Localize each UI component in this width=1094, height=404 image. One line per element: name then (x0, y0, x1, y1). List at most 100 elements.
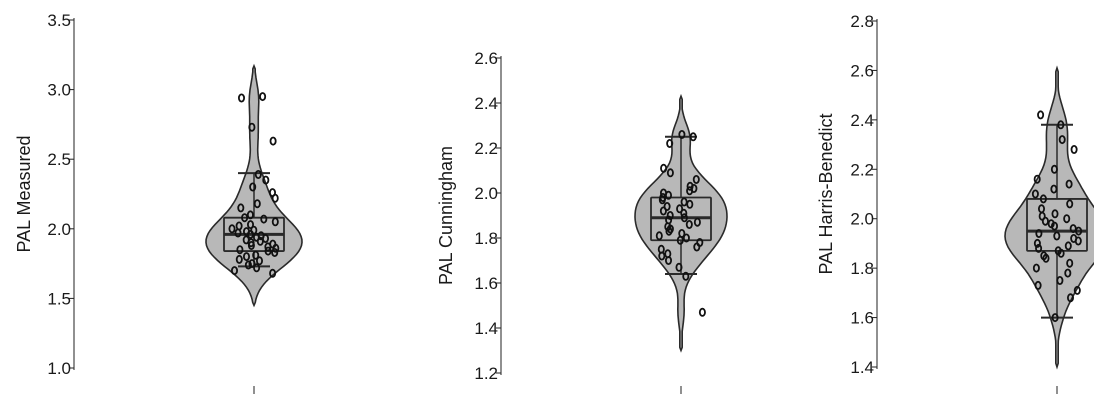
data-point (253, 263, 261, 273)
data-point (680, 208, 688, 218)
y-tick-label: 1.0 (47, 359, 71, 378)
data-point (663, 201, 671, 211)
data-point (1051, 209, 1059, 219)
data-point (1038, 204, 1046, 214)
y-tick-label: 1.8 (850, 259, 874, 278)
data-point (657, 244, 665, 254)
data-point (242, 252, 250, 262)
y-tick-label: 1.2 (474, 364, 498, 383)
data-point (1033, 174, 1041, 184)
data-point (250, 225, 258, 235)
data-point (1056, 275, 1064, 285)
data-point (259, 92, 267, 102)
data-point (685, 219, 693, 229)
y-tick-label: 3.5 (47, 11, 71, 30)
data-point (680, 213, 688, 223)
data-point (698, 307, 706, 317)
data-point (689, 132, 697, 142)
data-point (1067, 293, 1075, 303)
data-point (1053, 231, 1061, 241)
y-tick-label: 2.0 (474, 184, 498, 203)
y-tick-label: 2.2 (850, 160, 874, 179)
data-point (269, 268, 277, 278)
y-tick-label: 3.0 (47, 81, 71, 100)
data-point (241, 213, 249, 223)
data-point (1064, 241, 1072, 251)
data-point (1050, 164, 1058, 174)
y-axis-title: PAL Harris-Benedict (816, 113, 836, 274)
data-point (1065, 179, 1073, 189)
data-point (1069, 224, 1077, 234)
data-point (675, 262, 683, 272)
y-tick-label: 2.6 (474, 49, 498, 68)
data-point (235, 221, 243, 231)
data-point (1035, 243, 1043, 253)
data-point (269, 136, 277, 146)
y-tick-label: 2.8 (850, 12, 874, 31)
y-tick-label: 1.6 (474, 274, 498, 293)
data-point (666, 210, 674, 220)
data-point (1063, 214, 1071, 224)
data-point (1039, 194, 1047, 204)
data-point (1057, 120, 1065, 130)
data-point (1064, 268, 1072, 278)
data-point (676, 204, 684, 214)
data-point (678, 228, 686, 238)
data-point (1070, 233, 1078, 243)
data-point (1031, 189, 1039, 199)
data-point (249, 182, 257, 192)
data-point (255, 256, 263, 266)
data-point (678, 129, 686, 139)
y-tick-label: 2.5 (47, 150, 71, 169)
data-point (1037, 110, 1045, 120)
chart-panel-3: 1.4 1.6 1.8 2.0 2.2 2.4 2.6 2.8 PAL Harris-Bened… (816, 12, 1094, 394)
y-axis-title: PAL Measured (14, 135, 34, 252)
data-point (682, 271, 690, 281)
data-point (1054, 246, 1062, 256)
y-tick-label: 1.4 (474, 319, 498, 338)
y-tick-label: 1.4 (850, 358, 874, 377)
data-point (271, 217, 279, 227)
data-point (237, 203, 245, 213)
y-tick-label: 2.0 (850, 210, 874, 229)
data-point (1066, 199, 1074, 209)
y-axis-title: PAL Cunningham (436, 146, 456, 285)
data-point (264, 246, 272, 256)
data-point (1047, 219, 1055, 229)
chart-panel-2: 1.2 1.4 1.6 1.8 2.0 2.2 2.4 2.6 PAL Cunningham (436, 49, 728, 394)
y-tick-label: 2.4 (474, 94, 498, 113)
y-tick-label: 1.6 (850, 309, 874, 328)
data-point (1033, 238, 1041, 248)
y-tick-label: 1.8 (474, 229, 498, 248)
data-point (1066, 258, 1074, 268)
data-point (248, 122, 256, 132)
data-point (262, 175, 270, 185)
data-point (692, 174, 700, 184)
data-point (242, 227, 250, 237)
data-point (269, 239, 277, 249)
data-point (1032, 263, 1040, 273)
data-point (228, 224, 236, 234)
data-point (246, 210, 254, 220)
data-point (696, 237, 704, 247)
data-point (246, 220, 254, 230)
data-point (257, 231, 265, 241)
data-point (260, 214, 268, 224)
data-point (659, 206, 667, 216)
data-point (248, 259, 256, 269)
y-tick-label: 1.5 (47, 289, 71, 308)
data-point (1040, 251, 1048, 261)
data-point (236, 245, 244, 255)
data-point (244, 260, 252, 270)
data-point (686, 181, 694, 191)
data-point (1058, 135, 1066, 145)
data-point (230, 266, 238, 276)
y-tick-label: 2.6 (850, 61, 874, 80)
data-point (666, 138, 674, 148)
data-point (1073, 285, 1081, 295)
data-point (655, 231, 663, 241)
data-point (666, 168, 674, 178)
data-point (1035, 228, 1043, 238)
